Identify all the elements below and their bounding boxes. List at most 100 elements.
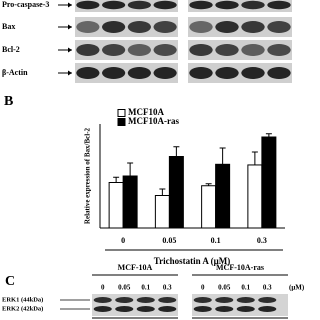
blot-band	[236, 297, 255, 303]
blot-band	[127, 67, 151, 79]
blot	[75, 40, 178, 60]
bar	[201, 185, 217, 229]
blot-band	[102, 67, 126, 79]
legend-swatch	[117, 109, 126, 117]
x-tick-label: 0.1	[211, 236, 221, 245]
blot-band	[93, 306, 112, 312]
bar	[215, 163, 231, 229]
blot-band	[153, 0, 177, 10]
blot-band	[189, 67, 213, 79]
blot-band	[241, 67, 265, 79]
panel-label: B	[4, 94, 13, 109]
blot-band	[158, 306, 177, 312]
blot-band	[267, 67, 291, 79]
blot-band	[153, 21, 177, 33]
blot-band	[136, 306, 155, 312]
blot-band	[258, 306, 277, 312]
blot-label: Bax	[2, 22, 15, 31]
bar	[154, 195, 170, 229]
blot-band	[215, 44, 239, 56]
error-bar	[113, 176, 120, 183]
lane-label: 0	[201, 284, 205, 292]
panel-label: C	[5, 274, 15, 289]
legend-label: MCF10A	[128, 107, 164, 117]
bar	[168, 156, 184, 229]
blot-band	[76, 0, 100, 10]
blot-band	[115, 306, 134, 312]
legend-swatch	[117, 118, 126, 126]
blot	[75, 17, 178, 37]
blot-band	[241, 0, 265, 10]
blot	[188, 17, 292, 37]
error-bar	[127, 162, 134, 176]
lane-label: 0.1	[141, 284, 150, 292]
legend-label: MCF10A-ras	[128, 116, 179, 126]
blot-band	[102, 0, 126, 10]
lane-label: 0.3	[263, 284, 272, 292]
blot	[188, 40, 292, 60]
bar	[122, 175, 138, 229]
blot-band	[241, 21, 265, 33]
arrow-head	[68, 47, 72, 53]
blot-band	[267, 0, 291, 10]
blot-band	[76, 21, 100, 33]
blot-label: Bcl-2	[2, 45, 20, 54]
bar	[108, 182, 124, 229]
blot	[75, 0, 178, 12]
blot-band	[193, 297, 212, 303]
blot-band	[153, 67, 177, 79]
blot-band	[189, 0, 213, 10]
error-bar	[251, 151, 258, 165]
blot-band	[158, 297, 177, 303]
error-bar	[173, 146, 180, 157]
lane-label: 0.05	[218, 284, 231, 292]
blot-band	[102, 21, 126, 33]
blot-band	[267, 21, 291, 33]
blot-band	[93, 297, 112, 303]
y-axis-label: Relative expression of Bax/Bcl-2	[84, 127, 92, 224]
blot-band	[215, 297, 234, 303]
band-label: ERK2 (42kDa)	[2, 305, 43, 312]
lane-label: 0.1	[241, 284, 250, 292]
blot-band	[241, 44, 265, 56]
error-bar	[205, 183, 212, 186]
blot-band	[215, 0, 239, 10]
blot-band	[102, 44, 126, 56]
lane-label: 0.3	[163, 284, 172, 292]
x-axis-label: Trichostatin A (μM)	[154, 256, 230, 266]
blot	[188, 63, 292, 83]
error-bar	[159, 188, 166, 196]
lane-label: 0	[101, 284, 105, 292]
blot-band	[127, 21, 151, 33]
arrow-head	[68, 24, 72, 30]
x-tick-label: 0.05	[162, 236, 176, 245]
blot-label: β-Actin	[2, 68, 28, 77]
blot-band	[189, 21, 213, 33]
group-label: MCF-10A-ras	[216, 263, 264, 272]
blot-band	[127, 44, 151, 56]
blot-band	[193, 306, 212, 312]
blot-label: Pro-caspase-3	[2, 0, 49, 9]
x-tick-label: 0.3	[257, 236, 267, 245]
lane-label: 0.05	[118, 284, 131, 292]
blot-band	[153, 44, 177, 56]
group-label: MCF-10A	[118, 263, 153, 272]
arrow-head	[68, 70, 72, 76]
bar	[261, 136, 277, 229]
blot-band	[215, 21, 239, 33]
blot	[92, 294, 178, 316]
arrow-head	[68, 2, 72, 8]
error-bar	[265, 133, 272, 137]
blot-band	[127, 0, 151, 10]
blot	[188, 0, 292, 12]
blot-band	[189, 44, 213, 56]
bar	[247, 164, 263, 229]
blot	[75, 63, 178, 83]
blot-band	[76, 67, 100, 79]
blot-band	[267, 44, 291, 56]
blot-band	[215, 67, 239, 79]
unit-label: (μM)	[289, 284, 305, 292]
band-label: ERK1 (44kDa)	[2, 296, 43, 303]
x-tick-label: 0	[121, 236, 125, 245]
